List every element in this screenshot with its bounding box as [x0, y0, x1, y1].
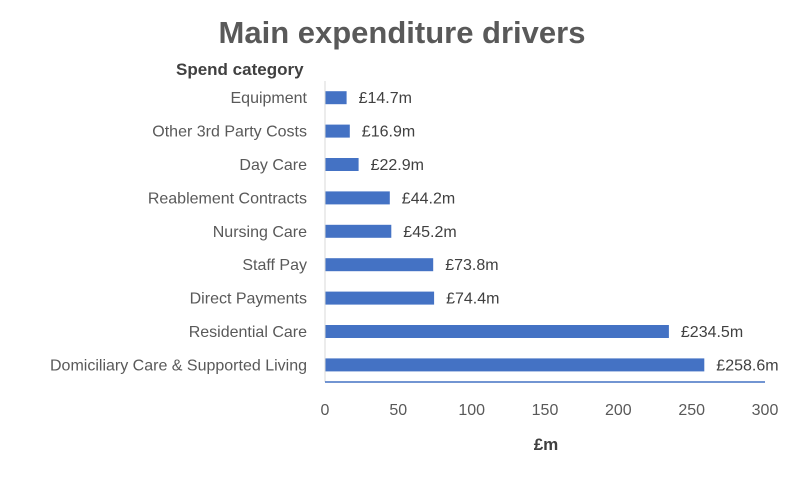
x-tick-100: 100 [458, 402, 485, 419]
category-label-nursing-care: Nursing Care [213, 224, 307, 241]
category-label-residential-care: Residential Care [189, 324, 307, 341]
category-label-staff-pay: Staff Pay [242, 257, 307, 274]
data-label-direct-payments: £74.4m [446, 291, 499, 308]
bar-direct-payments [325, 291, 435, 305]
x-tick-50: 50 [389, 402, 407, 419]
category-label-domiciliary-care-and-supported-living: Domiciliary Care & Supported Living [50, 357, 307, 374]
category-label-reablement-contracts: Reablement Contracts [148, 190, 307, 207]
data-label-equipment: £14.7m [359, 90, 412, 107]
bar-nursing-care [325, 224, 392, 238]
data-label-reablement-contracts: £44.2m [402, 190, 455, 207]
chart-title: Main expenditure drivers [219, 15, 586, 50]
data-label-domiciliary-care-and-supported-living: £258.6m [716, 357, 778, 374]
category-labels: Equipment Other 3rd Party Costs Day Care Re… [50, 90, 308, 374]
category-label-direct-payments: Direct Payments [190, 291, 307, 308]
bar-reablement-contracts [325, 191, 390, 205]
category-label-other-3rd-party-costs: Other 3rd Party Costs [152, 124, 307, 141]
bar-day-care [325, 158, 359, 171]
data-label-residential-care: £234.5m [681, 324, 743, 341]
bar-staff-pay [325, 258, 434, 272]
data-label-day-care: £22.9m [371, 157, 424, 174]
x-tick-150: 150 [532, 402, 559, 419]
category-label-equipment: Equipment [231, 90, 308, 107]
y-axis-title: Spend category [176, 60, 304, 79]
x-tick-250: 250 [678, 402, 705, 419]
x-tick-0: 0 [321, 402, 330, 419]
x-axis-title: £m [534, 435, 559, 454]
bar-domiciliary-care-and-supported-living [325, 358, 705, 372]
x-tick-200: 200 [605, 402, 632, 419]
bars-layer [325, 91, 705, 372]
data-label-nursing-care: £45.2m [403, 224, 456, 241]
bar-other-3rd-party-costs [325, 124, 350, 138]
bar-equipment [325, 91, 347, 105]
category-label-day-care: Day Care [239, 157, 307, 174]
x-tick-labels: 0 50 100 150 200 250 300 [321, 402, 779, 419]
x-tick-300: 300 [752, 402, 779, 419]
data-labels: £14.7m £16.9m £22.9m £44.2m £45.2m £73.8m £74.… [359, 90, 779, 374]
data-label-other-3rd-party-costs: £16.9m [362, 124, 415, 141]
bar-residential-care [325, 325, 669, 338]
data-label-staff-pay: £73.8m [445, 257, 498, 274]
